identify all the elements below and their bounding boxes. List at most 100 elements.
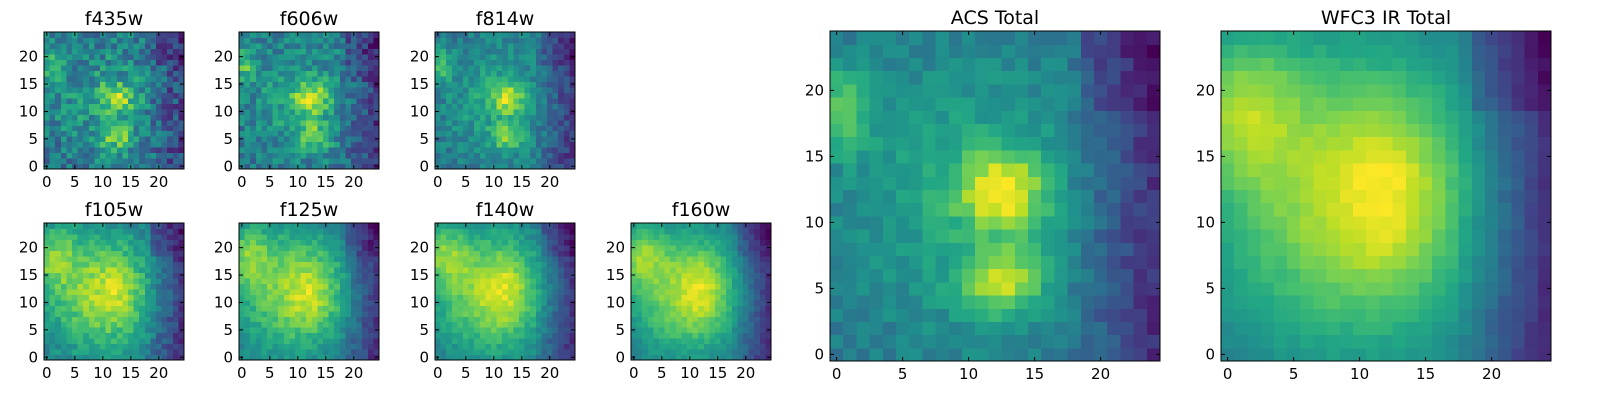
heatmap-cell <box>49 321 56 328</box>
heatmap-cell <box>703 244 710 251</box>
heatmap-cell <box>317 119 324 126</box>
heatmap-cell <box>328 261 335 268</box>
heatmap-cell <box>631 266 638 273</box>
heatmap-cell <box>502 81 509 88</box>
heatmap-cell <box>720 349 727 356</box>
heatmap-cell <box>513 233 520 241</box>
heatmap-cell <box>451 64 458 71</box>
heatmap-cell <box>1041 176 1055 190</box>
heatmap-cell <box>882 281 897 296</box>
heatmap-cell <box>94 114 101 121</box>
heatmap-cell <box>502 130 509 137</box>
heatmap-cell <box>446 119 453 126</box>
heatmap-cell <box>267 114 274 121</box>
heatmap-cell <box>446 283 453 290</box>
heatmap-cell <box>1107 189 1121 204</box>
heatmap-cell <box>161 250 168 257</box>
heatmap-cell <box>631 255 638 262</box>
heatmap-cell <box>328 37 335 44</box>
heatmap-cell <box>311 97 318 104</box>
heatmap-cell <box>715 305 722 312</box>
heatmap-cell <box>485 42 492 50</box>
heatmap-cell <box>128 152 135 159</box>
heatmap-cell <box>715 288 722 295</box>
heatmap-cell <box>77 147 84 154</box>
heatmap-cell <box>44 130 51 137</box>
heatmap-cell <box>681 305 688 312</box>
heatmap-cell <box>692 266 699 273</box>
heatmap-cell <box>267 119 274 126</box>
heatmap-cell <box>659 294 666 301</box>
heatmap-cell <box>178 305 185 312</box>
heatmap-cell <box>446 228 453 235</box>
heatmap-cell <box>440 327 447 334</box>
heatmap-cell <box>94 92 101 99</box>
heatmap-cell <box>60 147 67 154</box>
heatmap-cell <box>156 103 163 110</box>
heatmap-cell <box>715 343 722 350</box>
heatmap-cell <box>451 321 458 328</box>
heatmap-cell <box>289 103 296 110</box>
heatmap-cell <box>239 92 246 99</box>
heatmap-cell <box>496 261 503 268</box>
heatmap-cell <box>94 272 101 279</box>
heatmap-cell <box>128 288 135 295</box>
heatmap-cell <box>491 283 498 290</box>
heatmap-cell <box>988 215 1003 230</box>
heatmap-cell <box>356 223 363 230</box>
heatmap-cell <box>116 92 123 99</box>
heatmap-cell <box>289 37 296 44</box>
heatmap-cell <box>962 268 976 283</box>
heatmap-cell <box>530 283 537 290</box>
heatmap-cell <box>356 147 363 154</box>
heatmap-cell <box>975 163 989 177</box>
heatmap-cell <box>1094 268 1108 283</box>
heatmap-cell <box>72 147 79 154</box>
heatmap-cell <box>507 299 514 306</box>
heatmap-cell <box>323 343 330 350</box>
heatmap-cell <box>111 59 118 66</box>
heatmap-cell <box>569 338 576 345</box>
heatmap-cell <box>83 266 90 273</box>
heatmap-cell <box>948 347 963 362</box>
heatmap-cell <box>362 305 369 312</box>
heatmap-cell <box>49 86 56 93</box>
heatmap-cell <box>558 136 565 143</box>
heatmap-cell <box>44 141 51 148</box>
heatmap-cell <box>239 283 246 290</box>
heatmap-cell <box>530 255 537 262</box>
heatmap-cell <box>88 354 95 361</box>
heatmap-cell <box>759 223 766 230</box>
heatmap-cell <box>278 272 285 279</box>
heatmap-cell <box>255 272 262 279</box>
heatmap-cell <box>373 255 380 262</box>
heatmap-cell <box>278 294 285 301</box>
heatmap-cell <box>55 130 62 137</box>
heatmap-cell <box>300 37 307 44</box>
heatmap-cell <box>100 147 107 154</box>
heatmap-cell <box>547 332 554 339</box>
heatmap-cell <box>44 86 51 93</box>
heatmap-cell <box>311 70 318 77</box>
heatmap-cell <box>507 53 514 60</box>
heatmap-cell <box>77 158 84 165</box>
heatmap-cell <box>60 354 67 361</box>
heatmap-cell <box>345 349 352 356</box>
heatmap-cell <box>524 97 531 104</box>
heatmap-cell <box>563 48 570 55</box>
heatmap-cell <box>896 229 910 243</box>
heatmap-cell <box>72 114 79 121</box>
heatmap-cell <box>362 152 369 159</box>
heatmap-cell <box>698 233 705 241</box>
heatmap-cell <box>830 334 844 349</box>
heatmap-cell <box>60 163 67 170</box>
heatmap-cell <box>356 103 363 110</box>
heatmap-cell <box>133 130 140 137</box>
heatmap-cell <box>1120 295 1135 309</box>
heatmap-cell <box>178 97 185 104</box>
heatmap-cell <box>306 147 313 154</box>
heatmap-cell <box>754 327 761 334</box>
heatmap-cell <box>83 163 90 170</box>
heatmap-cell <box>239 261 246 268</box>
